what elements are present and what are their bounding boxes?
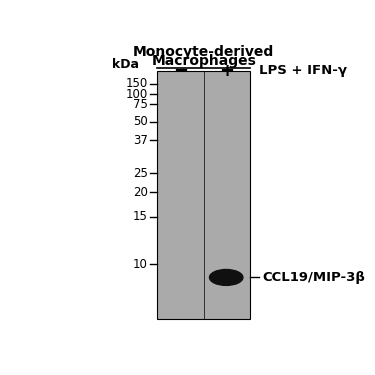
Text: Macrophages: Macrophages (152, 54, 256, 68)
Text: 15: 15 (133, 210, 148, 223)
Text: 100: 100 (126, 88, 148, 100)
Text: 20: 20 (133, 186, 148, 199)
Text: 25: 25 (133, 167, 148, 180)
Bar (158, 71, 250, 320)
Text: +: + (220, 62, 235, 80)
Text: kDa: kDa (112, 58, 139, 71)
Text: −: − (173, 62, 188, 80)
Text: Monocyte-derived: Monocyte-derived (133, 45, 274, 59)
Text: 37: 37 (133, 134, 148, 147)
Text: 50: 50 (133, 115, 148, 128)
Text: 75: 75 (133, 98, 148, 111)
Ellipse shape (210, 270, 243, 285)
Text: CCL19/MIP-3β: CCL19/MIP-3β (262, 271, 365, 284)
Text: 150: 150 (126, 78, 148, 90)
Text: 10: 10 (133, 258, 148, 271)
Text: LPS + IFN-γ: LPS + IFN-γ (259, 64, 347, 78)
